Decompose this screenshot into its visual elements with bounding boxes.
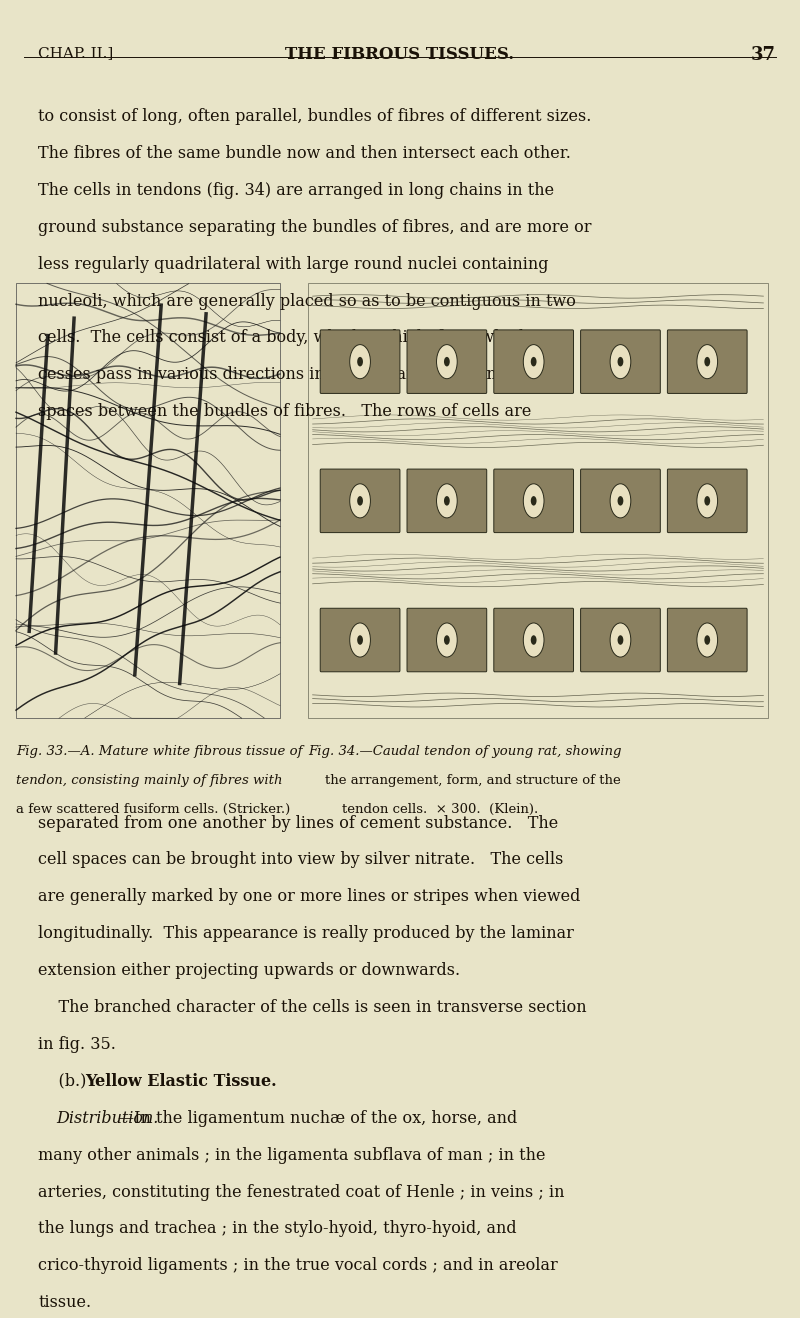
Circle shape	[437, 623, 458, 658]
Circle shape	[444, 635, 450, 645]
Circle shape	[350, 623, 370, 658]
Text: the arrangement, form, and structure of the: the arrangement, form, and structure of …	[308, 774, 621, 787]
Circle shape	[697, 623, 718, 658]
FancyBboxPatch shape	[320, 469, 400, 532]
Text: a few scattered fusiform cells. (Stricker.): a few scattered fusiform cells. (Stricke…	[16, 803, 290, 816]
FancyBboxPatch shape	[667, 609, 747, 672]
FancyBboxPatch shape	[581, 469, 660, 532]
Text: less regularly quadrilateral with large round nuclei containing: less regularly quadrilateral with large …	[38, 256, 549, 273]
FancyBboxPatch shape	[581, 609, 660, 672]
Text: Yellow Elastic Tissue.: Yellow Elastic Tissue.	[85, 1073, 277, 1090]
Text: crico-thyroid ligaments ; in the true vocal cords ; and in areolar: crico-thyroid ligaments ; in the true vo…	[38, 1257, 558, 1275]
Text: —In the ligamentum nuchæ of the ox, horse, and: —In the ligamentum nuchæ of the ox, hors…	[118, 1110, 517, 1127]
Circle shape	[704, 635, 710, 645]
Text: nucleoli, which are generally placed so as to be contiguous in two: nucleoli, which are generally placed so …	[38, 293, 576, 310]
FancyBboxPatch shape	[320, 330, 400, 393]
Text: Fig. 34.—Caudal tendon of young rat, showing: Fig. 34.—Caudal tendon of young rat, sho…	[308, 745, 622, 758]
Text: spaces between the bundles of fibres.   The rows of cells are: spaces between the bundles of fibres. Th…	[38, 403, 532, 420]
Text: tendon cells.  × 300.  (Klein).: tendon cells. × 300. (Klein).	[308, 803, 538, 816]
Circle shape	[523, 344, 544, 378]
Circle shape	[618, 357, 623, 366]
FancyBboxPatch shape	[407, 330, 486, 393]
Circle shape	[357, 357, 363, 366]
Text: cesses pass in various directions into, and partially filling up the: cesses pass in various directions into, …	[38, 366, 565, 384]
Circle shape	[437, 484, 458, 518]
Circle shape	[357, 635, 363, 645]
Circle shape	[618, 496, 623, 506]
FancyBboxPatch shape	[667, 469, 747, 532]
Text: the lungs and trachea ; in the stylo-hyoid, thyro-hyoid, and: the lungs and trachea ; in the stylo-hyo…	[38, 1220, 517, 1238]
Text: THE FIBROUS TISSUES.: THE FIBROUS TISSUES.	[286, 46, 514, 63]
Text: CHAP. II.]: CHAP. II.]	[38, 46, 114, 61]
Text: Distribution.: Distribution.	[56, 1110, 158, 1127]
Text: The cells in tendons (fig. 34) are arranged in long chains in the: The cells in tendons (fig. 34) are arran…	[38, 182, 554, 199]
Text: tissue.: tissue.	[38, 1294, 91, 1311]
FancyBboxPatch shape	[320, 609, 400, 672]
Text: in fig. 35.: in fig. 35.	[38, 1036, 116, 1053]
Circle shape	[610, 623, 631, 658]
Text: arteries, constituting the fenestrated coat of Henle ; in veins ; in: arteries, constituting the fenestrated c…	[38, 1184, 565, 1201]
Text: are generally marked by one or more lines or stripes when viewed: are generally marked by one or more line…	[38, 888, 581, 905]
Circle shape	[350, 344, 370, 378]
Circle shape	[530, 635, 537, 645]
Circle shape	[444, 496, 450, 506]
Circle shape	[618, 635, 623, 645]
Circle shape	[357, 496, 363, 506]
Text: longitudinally.  This appearance is really produced by the laminar: longitudinally. This appearance is reall…	[38, 925, 574, 942]
Text: extension either projecting upwards or downwards.: extension either projecting upwards or d…	[38, 962, 461, 979]
Circle shape	[523, 484, 544, 518]
FancyBboxPatch shape	[494, 469, 574, 532]
Text: separated from one another by lines of cement substance.   The: separated from one another by lines of c…	[38, 815, 558, 832]
Circle shape	[704, 357, 710, 366]
FancyBboxPatch shape	[494, 609, 574, 672]
FancyBboxPatch shape	[581, 330, 660, 393]
FancyBboxPatch shape	[667, 330, 747, 393]
Circle shape	[530, 357, 537, 366]
Bar	[16, 283, 280, 718]
Text: tendon, consisting mainly of fibres with: tendon, consisting mainly of fibres with	[16, 774, 282, 787]
Text: 37: 37	[751, 46, 776, 65]
Circle shape	[530, 496, 537, 506]
Circle shape	[350, 484, 370, 518]
Text: ground substance separating the bundles of fibres, and are more or: ground substance separating the bundles …	[38, 219, 592, 236]
Circle shape	[697, 484, 718, 518]
Text: cells.  The cells consist of a body, which is thick, from which pro-: cells. The cells consist of a body, whic…	[38, 330, 568, 347]
Circle shape	[610, 484, 631, 518]
Bar	[308, 283, 768, 718]
FancyBboxPatch shape	[407, 469, 486, 532]
Text: (b.): (b.)	[38, 1073, 92, 1090]
Circle shape	[523, 623, 544, 658]
Text: Fig. 33.—A. Mature white fibrous tissue of: Fig. 33.—A. Mature white fibrous tissue …	[16, 745, 302, 758]
FancyBboxPatch shape	[407, 609, 486, 672]
Circle shape	[610, 344, 631, 378]
Circle shape	[697, 344, 718, 378]
Text: cell spaces can be brought into view by silver nitrate.   The cells: cell spaces can be brought into view by …	[38, 851, 564, 869]
FancyBboxPatch shape	[494, 330, 574, 393]
Text: to consist of long, often parallel, bundles of fibres of different sizes.: to consist of long, often parallel, bund…	[38, 108, 592, 125]
Text: The fibres of the same bundle now and then intersect each other.: The fibres of the same bundle now and th…	[38, 145, 571, 162]
Circle shape	[437, 344, 458, 378]
Circle shape	[444, 357, 450, 366]
Text: The branched character of the cells is seen in transverse section: The branched character of the cells is s…	[38, 999, 587, 1016]
Text: many other animals ; in the ligamenta subflava of man ; in the: many other animals ; in the ligamenta su…	[38, 1147, 546, 1164]
Circle shape	[704, 496, 710, 506]
